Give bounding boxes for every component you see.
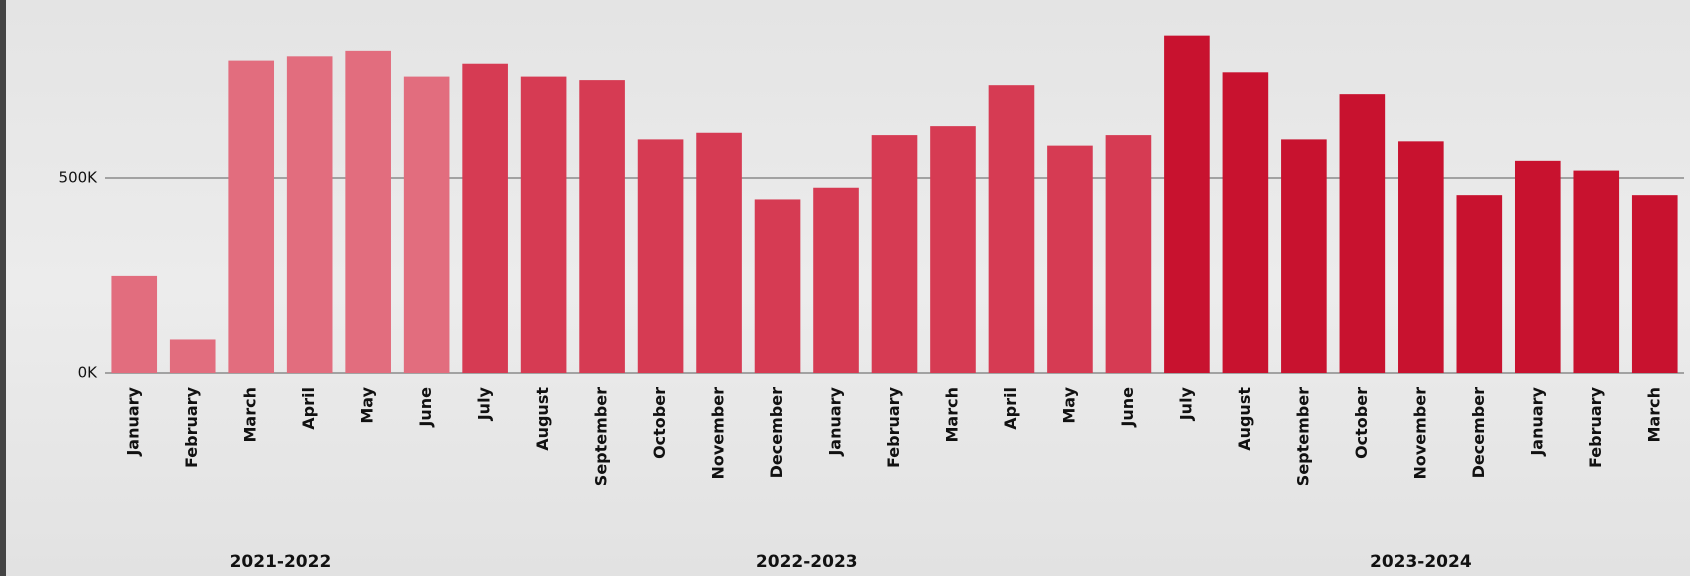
x-tick-label: September (592, 387, 611, 486)
x-tick-label: January (826, 386, 845, 456)
bar (521, 77, 567, 373)
x-tick-label: June (1118, 387, 1137, 428)
x-tick-label: August (533, 387, 552, 451)
frame-edge (0, 0, 6, 576)
x-tick-label: October (650, 387, 669, 459)
bar (696, 133, 742, 373)
bar (638, 139, 684, 373)
x-tick-label: July (475, 386, 494, 421)
bar (1106, 135, 1152, 373)
x-tick-label: February (1586, 386, 1605, 468)
x-tick-label: May (1059, 386, 1078, 423)
x-tick-label: January (1527, 386, 1546, 456)
x-tick-label: October (1352, 387, 1371, 459)
bar (579, 80, 625, 373)
bar (345, 51, 391, 373)
x-tick-label: February (182, 386, 201, 468)
bar (1164, 36, 1210, 373)
bar (1457, 195, 1503, 373)
x-tick-label: March (241, 387, 260, 442)
x-tick-label: March (942, 387, 961, 442)
bar (404, 77, 450, 373)
bar (287, 56, 333, 373)
bar (989, 85, 1035, 373)
bar (170, 339, 216, 373)
x-tick-label: May (358, 386, 377, 423)
x-tick-label: February (884, 386, 903, 468)
y-tick-label: 0K (78, 364, 99, 382)
x-tick-label: March (1644, 387, 1663, 442)
x-tick-label: December (767, 387, 786, 478)
x-tick-label: December (1469, 387, 1488, 478)
bar (755, 199, 801, 373)
group-label: 2021-2022 (230, 552, 332, 572)
bar (1398, 141, 1444, 373)
bar (1515, 161, 1561, 373)
bar (111, 276, 157, 373)
group-label: 2023-2024 (1370, 552, 1472, 572)
x-tick-label: April (299, 387, 318, 430)
bar (1573, 171, 1619, 373)
y-tick-label: 500K (59, 169, 99, 187)
x-tick-label: June (416, 387, 435, 428)
bar (1047, 146, 1093, 373)
bar (228, 61, 274, 373)
bar (930, 126, 976, 373)
bar (872, 135, 918, 373)
group-label: 2022-2023 (756, 552, 858, 572)
x-tick-label: July (1176, 386, 1195, 421)
x-tick-label: November (709, 387, 728, 480)
x-tick-label: September (1293, 387, 1312, 486)
bar (1340, 94, 1386, 373)
bar (1632, 195, 1678, 373)
x-tick-label: January (124, 386, 143, 456)
bar (462, 64, 508, 373)
x-tick-label: November (1410, 387, 1429, 480)
bar (1223, 72, 1269, 373)
x-tick-label: August (1235, 387, 1254, 451)
chart: 0K 500K January February March April May June 20… (0, 0, 1690, 576)
x-tick-label: April (1001, 387, 1020, 430)
bar (1281, 139, 1327, 373)
bar (813, 188, 859, 373)
